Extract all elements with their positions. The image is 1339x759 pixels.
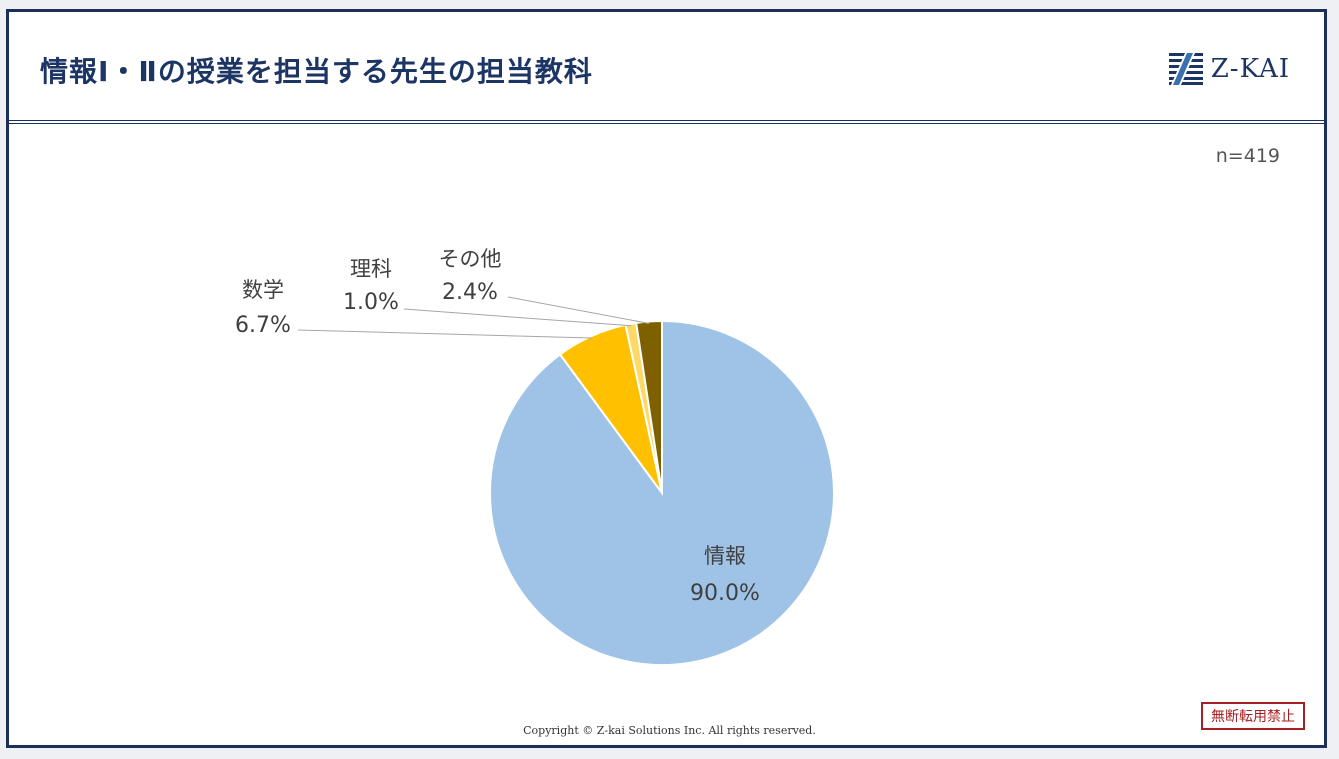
copyright-text: Copyright © Z-kai Solutions Inc. All rig…: [523, 724, 816, 737]
slice-label-3: その他: [439, 247, 502, 271]
leader-line-2: [403, 308, 632, 327]
slice-label-2: 理科: [350, 257, 392, 281]
slice-value-label-1: 6.7%: [235, 313, 291, 338]
slice-value-label-3: 2.4%: [442, 280, 498, 305]
sample-size-label: n=419: [1215, 145, 1280, 167]
slide-header: 情報Ⅰ・Ⅱの授業を担当する先生の担当教科 Z-KAI: [9, 12, 1324, 124]
logo-text: Z-KAI: [1210, 54, 1290, 84]
zkai-logo-icon: [1168, 53, 1203, 85]
page-title: 情報Ⅰ・Ⅱの授業を担当する先生の担当教科: [40, 55, 593, 88]
pie-slice-0: [489, 319, 835, 666]
leader-line-1: [297, 329, 593, 339]
brand-logo: Z-KAI: [1168, 52, 1290, 86]
slice-label-0: 情報: [704, 544, 746, 568]
slice-value-label-2: 1.0%: [343, 290, 399, 315]
slice-value-label-0: 90.0%: [690, 581, 760, 606]
no-reprint-badge: 無断転用禁止: [1201, 702, 1305, 730]
pie-slice-3: [635, 319, 663, 494]
slice-label-1: 数学: [242, 278, 284, 302]
leader-line-3: [507, 296, 650, 324]
